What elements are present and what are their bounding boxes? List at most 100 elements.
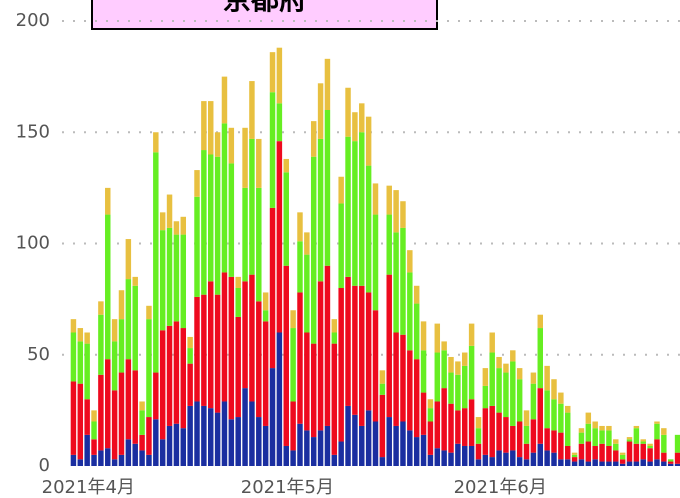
bar-segment [146,417,152,455]
bar-segment [324,58,331,110]
bar-segment [537,328,543,389]
bar-segment [249,138,255,275]
bar-segment [386,214,392,275]
chart-title: 京都府 [223,0,307,16]
bar-segment [304,430,310,466]
bar-segment [489,457,495,466]
bar-segment [462,365,468,409]
bar-segment [564,405,571,413]
bar-segment [667,459,674,462]
bar-segment [372,421,379,466]
bar-segment [386,417,392,466]
bar-segment [180,428,187,466]
bar-segment [482,368,489,386]
bar-segment [564,412,571,446]
bar-segment [585,441,592,462]
bar-segment [146,319,152,418]
bar-segment [228,127,235,164]
bar-segment [345,87,351,137]
bar-segment [153,372,159,420]
bar-segment [166,325,173,426]
bar-segment [125,279,132,360]
bar-segment [400,421,406,466]
bar-segment [201,294,207,406]
bar-segment [667,461,674,464]
bar-segment [640,443,646,460]
bar-segment [462,408,468,446]
bar-segment [338,441,344,466]
bar-segment [516,368,523,380]
bar-segment [84,399,90,435]
bar-segment [187,363,193,406]
bar-segment [159,330,166,440]
bar-segment [407,350,413,431]
bar-segment [146,454,152,466]
bar-segment [386,185,392,215]
bar-segment [585,423,592,442]
bar-segment [386,274,392,418]
bar-segment [640,439,646,442]
bar-segment [70,454,77,466]
bar-segment [626,461,633,466]
bar-segment [661,461,667,466]
bar-segment [510,425,516,451]
bar-segment [228,276,235,420]
bar-segment [111,390,118,460]
bar-segment [304,232,310,255]
bar-segment [407,272,413,351]
bar-segment [359,103,365,133]
bar-segment [132,276,138,286]
bar-segment [269,52,276,93]
bar-segment [276,47,283,104]
bar-segment [503,417,509,453]
y-tick-label: 0 [39,455,50,476]
bar-segment [599,430,605,444]
bar-segment [544,390,550,429]
bar-segment [159,212,166,231]
bar-segment [98,314,104,375]
bar-segment [139,450,145,466]
bar-segment [372,183,379,215]
bar-segment [530,372,537,384]
bar-segment [365,165,372,293]
bar-segment [510,361,516,426]
bar-segment [91,454,97,466]
bar-segment [558,403,564,433]
y-tick-label: 100 [16,233,50,254]
bar-segment [496,368,502,413]
bar-segment [661,452,667,462]
bar-segment [482,385,489,409]
bar-segment [441,341,447,351]
bar-segment [468,445,475,466]
bar-segment [283,445,289,466]
bar-segment [558,432,564,460]
bar-segment [592,445,598,460]
bar-segment [125,359,132,440]
bar-segment [125,439,132,466]
bar-segment [290,401,296,451]
bar-segment [194,196,200,297]
bar-segment [606,430,612,446]
bar-segment [510,350,516,362]
bar-segment [613,443,619,451]
bar-segment [283,172,289,266]
bar-segment [317,430,324,466]
bar-segment [592,428,598,446]
bar-segment [640,441,646,444]
bar-segment [235,316,241,418]
y-tick-label: 150 [16,121,50,142]
title-box [91,0,438,30]
bar-segment [647,448,653,462]
bar-segment [606,425,612,431]
bar-segment [262,310,269,322]
bar-segment [647,443,653,446]
bar-segment [118,372,125,455]
bar-segment [585,461,592,466]
bar-segment [84,343,90,400]
bar-segment [345,405,351,466]
bar-segment [310,156,317,344]
bar-segment [633,443,640,462]
bar-segment [475,443,482,460]
bar-segment [317,138,324,282]
bar-segment [393,425,399,466]
